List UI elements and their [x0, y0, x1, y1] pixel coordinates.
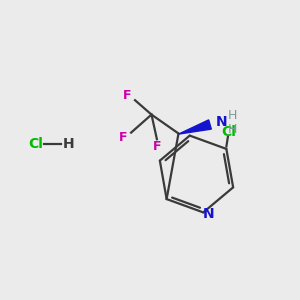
- Text: H: H: [228, 122, 237, 136]
- Text: Cl: Cl: [221, 124, 236, 139]
- Text: F: F: [119, 130, 128, 144]
- Text: H: H: [62, 137, 74, 151]
- Text: H: H: [228, 109, 237, 122]
- Text: F: F: [123, 88, 132, 102]
- Text: N: N: [203, 207, 214, 221]
- Text: N: N: [216, 115, 227, 128]
- Text: Cl: Cl: [28, 137, 44, 151]
- Text: F: F: [153, 140, 161, 154]
- Polygon shape: [179, 120, 211, 134]
